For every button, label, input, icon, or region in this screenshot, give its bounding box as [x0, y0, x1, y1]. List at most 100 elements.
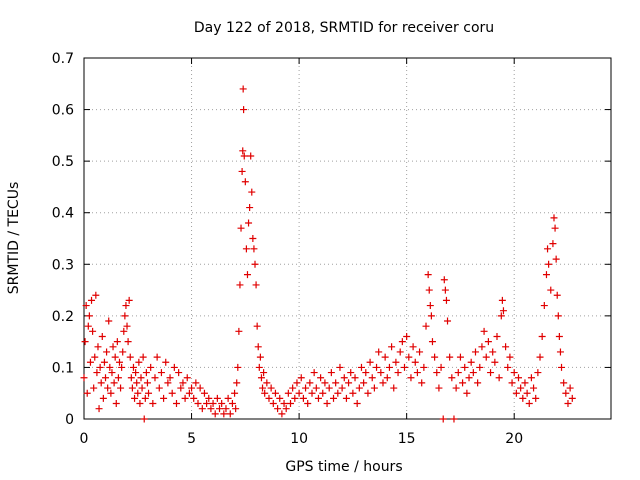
data-point: [194, 400, 202, 408]
data-point: [349, 389, 357, 397]
data-point: [115, 358, 123, 366]
data-point: [286, 400, 294, 408]
data-point: [143, 379, 151, 387]
data-point: [253, 322, 261, 330]
data-point: [185, 389, 193, 397]
data-point: [489, 348, 497, 356]
data-point: [132, 369, 140, 377]
data-point: [480, 327, 488, 335]
data-point: [147, 363, 155, 371]
data-point: [271, 389, 279, 397]
data-point: [332, 379, 340, 387]
data-point: [444, 317, 452, 325]
data-point: [205, 394, 213, 402]
data-point: [222, 405, 230, 413]
data-point: [441, 286, 449, 294]
data-point: [450, 415, 458, 423]
data-point: [247, 152, 255, 160]
data-point: [228, 400, 236, 408]
data-point: [459, 379, 467, 387]
data-point: [113, 338, 121, 346]
data-point: [250, 245, 258, 253]
data-point: [92, 291, 100, 299]
data-point: [538, 332, 546, 340]
data-point: [396, 348, 404, 356]
data-point: [121, 312, 129, 320]
y-tick-label: 0.2: [52, 309, 74, 325]
data-point: [558, 363, 566, 371]
data-point: [325, 384, 333, 392]
data-point: [207, 405, 215, 413]
data-point: [136, 400, 144, 408]
data-point: [240, 106, 248, 114]
data-point: [549, 240, 557, 248]
data-point: [226, 410, 234, 418]
data-point: [122, 302, 130, 310]
data-point: [211, 410, 219, 418]
data-point: [401, 363, 409, 371]
data-point: [553, 291, 561, 299]
data-point: [536, 353, 544, 361]
data-point: [261, 389, 269, 397]
data-point: [170, 363, 178, 371]
data-point: [302, 384, 310, 392]
data-point: [145, 389, 153, 397]
data-point: [190, 394, 198, 402]
data-point: [267, 384, 275, 392]
data-point: [334, 389, 342, 397]
data-point: [310, 369, 318, 377]
data-point: [403, 332, 411, 340]
data-point: [440, 276, 448, 284]
data-point: [276, 394, 284, 402]
chart-title: Day 122 of 2018, SRMTID for receiver cor…: [194, 20, 494, 36]
data-point: [98, 332, 106, 340]
data-point: [353, 400, 361, 408]
data-point: [295, 389, 303, 397]
data-point: [160, 394, 168, 402]
data-point: [260, 369, 268, 377]
data-point: [86, 358, 94, 366]
data-point: [133, 379, 141, 387]
data-point: [172, 400, 180, 408]
data-point: [552, 255, 560, 263]
data-point: [375, 348, 383, 356]
data-point: [198, 405, 206, 413]
data-point: [504, 363, 512, 371]
data-point: [550, 214, 558, 222]
data-point: [103, 348, 111, 356]
data-point: [340, 374, 348, 382]
data-point: [120, 327, 128, 335]
data-point: [566, 384, 574, 392]
data-point: [499, 307, 507, 315]
data-point: [235, 327, 243, 335]
data-point: [218, 400, 226, 408]
data-point: [306, 379, 314, 387]
data-point: [108, 369, 116, 377]
data-point: [544, 245, 552, 253]
data-point: [256, 353, 264, 361]
data-point: [383, 374, 391, 382]
y-tick-labels: 0 0.1 0.2 0.3 0.4 0.5 0.6 0.7: [52, 51, 74, 428]
x-tick-label: 20: [505, 431, 523, 447]
data-point: [84, 322, 92, 330]
data-point: [209, 400, 217, 408]
data-point: [545, 260, 553, 268]
x-tick-label: 5: [187, 431, 196, 447]
data-point: [239, 147, 247, 155]
x-tick-label: 10: [290, 431, 308, 447]
data-point: [157, 369, 165, 377]
data-point: [377, 369, 385, 377]
data-point: [330, 394, 338, 402]
data-point: [118, 363, 126, 371]
data-point: [342, 394, 350, 402]
data-point: [362, 369, 370, 377]
data-point: [312, 384, 320, 392]
data-point: [119, 348, 127, 356]
data-point: [177, 384, 185, 392]
data-point: [269, 400, 277, 408]
data-point: [519, 394, 527, 402]
data-point: [491, 358, 499, 366]
data-point: [347, 369, 355, 377]
data-point: [411, 358, 419, 366]
